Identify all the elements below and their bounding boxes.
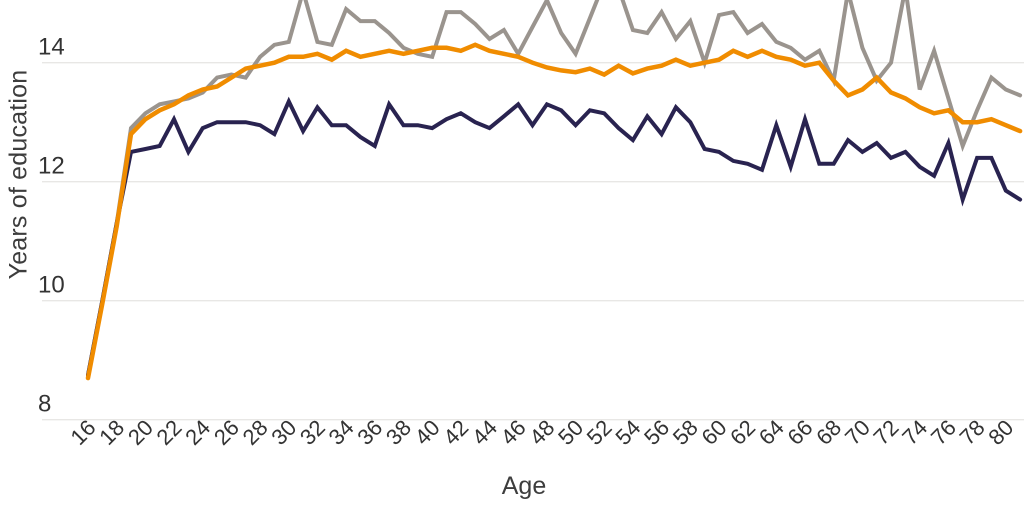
series-line-navy: [86, 96, 1023, 378]
y-tick-label: 10: [38, 272, 65, 299]
y-tick-label: 12: [38, 153, 65, 180]
series-line-orange: [85, 42, 1023, 381]
series-line-gray: [86, 0, 1023, 378]
y-tick-label: 14: [38, 34, 65, 61]
y-tick-label: 8: [38, 391, 51, 418]
